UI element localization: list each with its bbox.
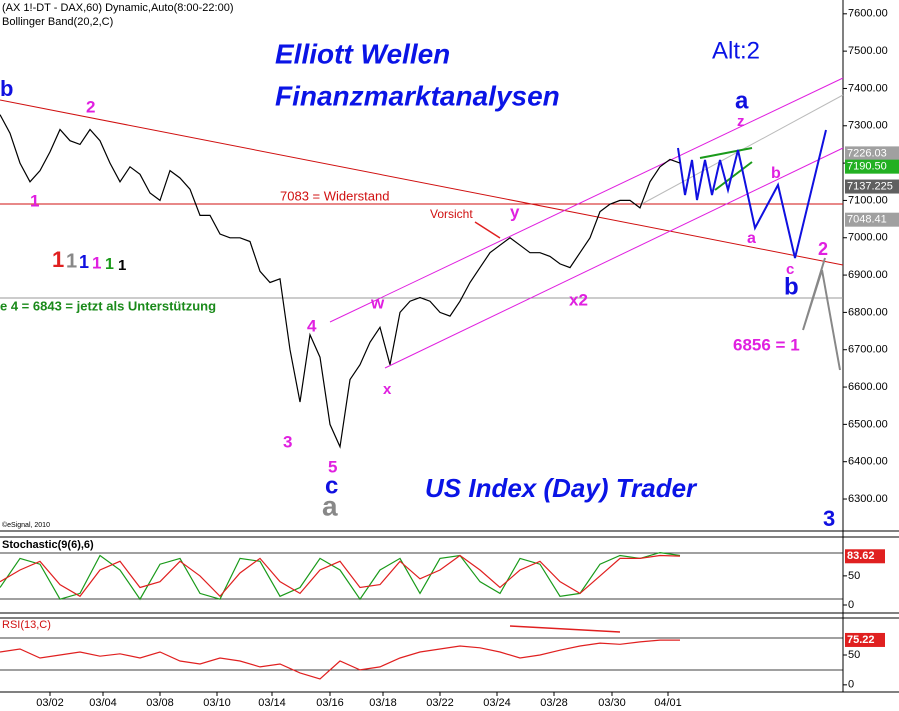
wave-label: z: [737, 113, 745, 130]
y-tick-label: 7500.00: [848, 45, 888, 57]
price-marker-label: 7137.225: [847, 180, 893, 192]
x-tick-label: 03/22: [426, 697, 454, 709]
wave-label: a: [322, 490, 338, 521]
y-tick-label: 0: [848, 679, 854, 691]
x-tick-label: 03/24: [483, 697, 511, 709]
panel-title: RSI(13,C): [2, 619, 51, 631]
x-tick-label: 03/30: [598, 697, 626, 709]
last-value-label: 75.22: [847, 634, 875, 646]
last-value-marker: [845, 632, 885, 647]
wave-label: b: [784, 273, 799, 300]
wave-label: 3: [283, 432, 292, 451]
y-tick-label: 6800.00: [848, 306, 888, 318]
x-tick-label: 03/08: [146, 697, 174, 709]
price-marker: [845, 212, 899, 227]
annotation: US Index (Day) Trader: [425, 473, 698, 503]
y-tick-label: 6400.00: [848, 456, 888, 468]
wave-label: c: [786, 261, 794, 278]
price-marker: [845, 146, 899, 161]
wave-label: a: [735, 87, 749, 114]
annotation: Vorsicht: [430, 207, 473, 221]
wave-label: 2: [86, 97, 95, 116]
annotation: 6856 = 1: [733, 335, 800, 354]
y-tick-label: 6700.00: [848, 344, 888, 356]
channel-line: [329, 77, 844, 323]
annotation: e 4 = 6843 = jetzt als Unterstützung: [0, 298, 216, 313]
y-tick-label: 0: [848, 599, 854, 611]
x-tick-label: 03/18: [369, 697, 397, 709]
series-line: [0, 114, 681, 449]
last-value-label: 83.62: [847, 550, 875, 562]
price-marker: [845, 159, 899, 174]
series-line: [0, 554, 681, 598]
price-marker-label: 7226.03: [847, 147, 887, 159]
triangle-line: [699, 147, 753, 159]
chart-title: (AX 1!-DT - DAX,60) Dynamic,Auto(8:00-22…: [2, 2, 234, 14]
forecast-path: [677, 129, 827, 259]
arrow: [474, 221, 501, 239]
annotation: 7083 = Widerstand: [280, 188, 389, 203]
wave-label: 5: [328, 457, 337, 476]
forecast-path: [802, 257, 841, 371]
wave-label: 1: [66, 250, 77, 272]
wave-label: 1: [92, 253, 101, 272]
series-line: [0, 639, 680, 680]
wave-label: b: [771, 165, 781, 182]
channel-line: [384, 147, 844, 369]
x-tick-label: 03/28: [540, 697, 568, 709]
y-tick-label: 7300.00: [848, 120, 888, 132]
wave-label: 1: [79, 252, 89, 272]
chart-subtitle: Bollinger Band(20,2,C): [2, 16, 113, 28]
divergence-line: [509, 625, 621, 633]
x-tick-label: 03/04: [89, 697, 117, 709]
wave-label: 1: [105, 256, 114, 273]
wave-label: x: [383, 381, 392, 398]
triangle-line: [714, 161, 753, 191]
wave-label: 1: [118, 257, 126, 274]
annotation: Alt:2: [712, 37, 760, 64]
panel-title: Stochastic(9(6),6): [2, 539, 94, 551]
y-tick-label: 7600.00: [848, 8, 888, 20]
price-marker: [845, 179, 899, 194]
x-tick-label: 03/14: [258, 697, 286, 709]
x-tick-label: 03/16: [316, 697, 344, 709]
wave-label: c: [325, 472, 338, 499]
y-tick-label: 6600.00: [848, 381, 888, 393]
wave-label: a: [747, 230, 756, 247]
annotation: Elliott Wellen: [275, 38, 450, 69]
y-tick-label: 7000.00: [848, 232, 888, 244]
x-tick-label: 03/02: [36, 697, 64, 709]
wave-label: y: [510, 202, 520, 221]
y-tick-label: 6500.00: [848, 418, 888, 430]
price-marker-label: 7048.41: [847, 214, 887, 226]
y-tick-label: 6900.00: [848, 269, 888, 281]
price-marker-label: 7190.50: [847, 161, 887, 173]
annotation: Finanzmarktanalysen: [275, 80, 560, 111]
y-tick-label: 7400.00: [848, 82, 888, 94]
x-tick-label: 03/10: [203, 697, 231, 709]
wave-label: 1: [52, 247, 64, 272]
wave-label: 2: [818, 239, 828, 259]
wave-label: 4: [307, 316, 317, 335]
last-value-marker: [845, 549, 885, 564]
y-tick-label: 6300.00: [848, 493, 888, 505]
wave-label: w: [370, 293, 385, 312]
x-tick-label: 04/01: [654, 697, 682, 709]
wave-label: x2: [569, 290, 588, 309]
trend-line: [0, 99, 844, 266]
annotation: ©eSignal, 2010: [2, 521, 50, 529]
y-tick-label: 7100.00: [848, 194, 888, 206]
y-tick-label: 50: [848, 570, 860, 582]
wave-label: b: [0, 76, 13, 101]
series-line: [0, 551, 681, 601]
y-tick-label: 50: [848, 649, 860, 661]
wave-label: 3: [823, 506, 835, 531]
wave-label: 1: [30, 191, 39, 210]
